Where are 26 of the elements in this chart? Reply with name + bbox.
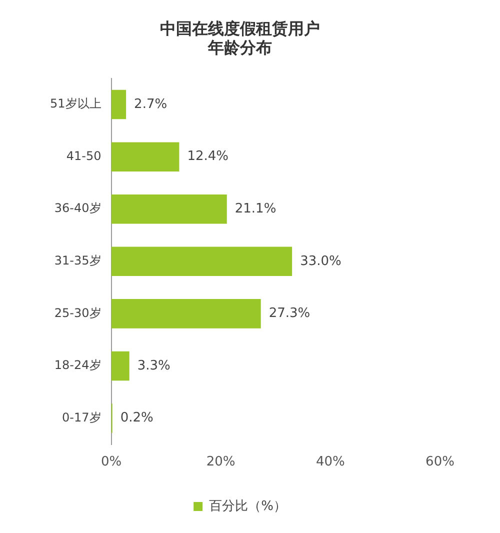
data-label: 27.3% — [268, 306, 310, 322]
data-label: 12.4% — [187, 149, 229, 164]
bar — [111, 142, 180, 172]
legend-label: 百分比（%） — [209, 498, 286, 514]
x-tick-label: 20% — [206, 454, 236, 470]
bar — [111, 299, 261, 328]
y-tick-label: 36-40岁 — [54, 201, 102, 216]
bar — [111, 351, 130, 381]
data-label: 2.7% — [134, 96, 168, 112]
chart-title: 中国在线度假租赁用户年龄分布 — [160, 18, 320, 57]
y-tick-label: 18-24岁 — [54, 358, 102, 372]
y-tick-label: 41-50 — [66, 148, 102, 163]
data-label: 3.3% — [137, 358, 170, 374]
bar — [111, 90, 126, 120]
bar — [111, 194, 227, 224]
bar — [111, 246, 292, 276]
data-label: 21.1% — [234, 201, 276, 216]
y-tick-label: 25-30岁 — [54, 306, 102, 320]
x-tick-label: 40% — [316, 454, 345, 470]
y-tick-label: 31-35岁 — [54, 254, 102, 268]
y-tick-label: 51岁以上 — [50, 96, 102, 111]
x-tick-label: 60% — [426, 454, 454, 470]
x-tick-label: 0% — [100, 454, 122, 470]
y-tick-label: 0-17岁 — [62, 410, 102, 424]
data-label: 33.0% — [300, 254, 342, 269]
data-label: 0.2% — [120, 410, 154, 426]
